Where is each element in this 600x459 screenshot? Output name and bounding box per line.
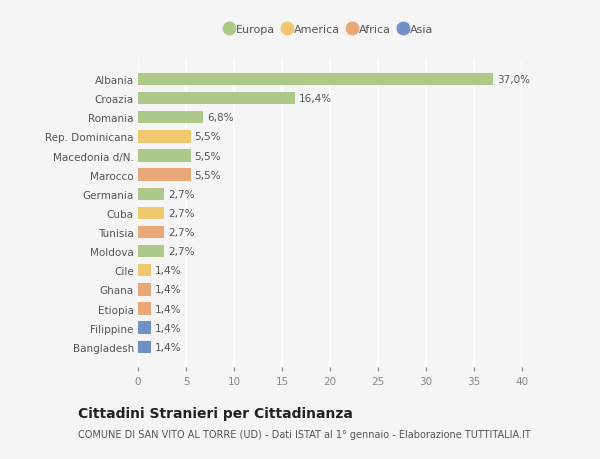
Bar [138,150,191,162]
Text: Cittadini Stranieri per Cittadinanza: Cittadini Stranieri per Cittadinanza [78,406,353,420]
Text: 1,4%: 1,4% [155,285,182,295]
Bar [138,169,191,181]
Text: 1,4%: 1,4% [155,304,182,314]
Text: 2,7%: 2,7% [168,190,194,199]
Bar [138,73,493,86]
Text: 1,4%: 1,4% [155,266,182,276]
Bar [138,246,164,258]
Bar [138,188,164,201]
Text: 6,8%: 6,8% [207,113,233,123]
Text: COMUNE DI SAN VITO AL TORRE (UD) - Dati ISTAT al 1° gennaio - Elaborazione TUTTI: COMUNE DI SAN VITO AL TORRE (UD) - Dati … [78,429,531,439]
Bar [138,112,203,124]
Text: 1,4%: 1,4% [155,342,182,352]
Text: 37,0%: 37,0% [497,75,530,85]
Text: 2,7%: 2,7% [168,208,194,218]
Text: 5,5%: 5,5% [194,151,221,161]
Text: 5,5%: 5,5% [194,132,221,142]
Text: 2,7%: 2,7% [168,228,194,237]
Text: 16,4%: 16,4% [299,94,332,104]
Bar [138,341,151,353]
Bar [138,226,164,239]
Legend: Europa, America, Africa, Asia: Europa, America, Africa, Asia [224,22,436,37]
Bar [138,322,151,334]
Bar [138,302,151,315]
Bar [138,93,295,105]
Bar [138,264,151,277]
Text: 1,4%: 1,4% [155,323,182,333]
Bar [138,284,151,296]
Text: 2,7%: 2,7% [168,246,194,257]
Bar [138,207,164,220]
Text: 5,5%: 5,5% [194,170,221,180]
Bar [138,131,191,143]
